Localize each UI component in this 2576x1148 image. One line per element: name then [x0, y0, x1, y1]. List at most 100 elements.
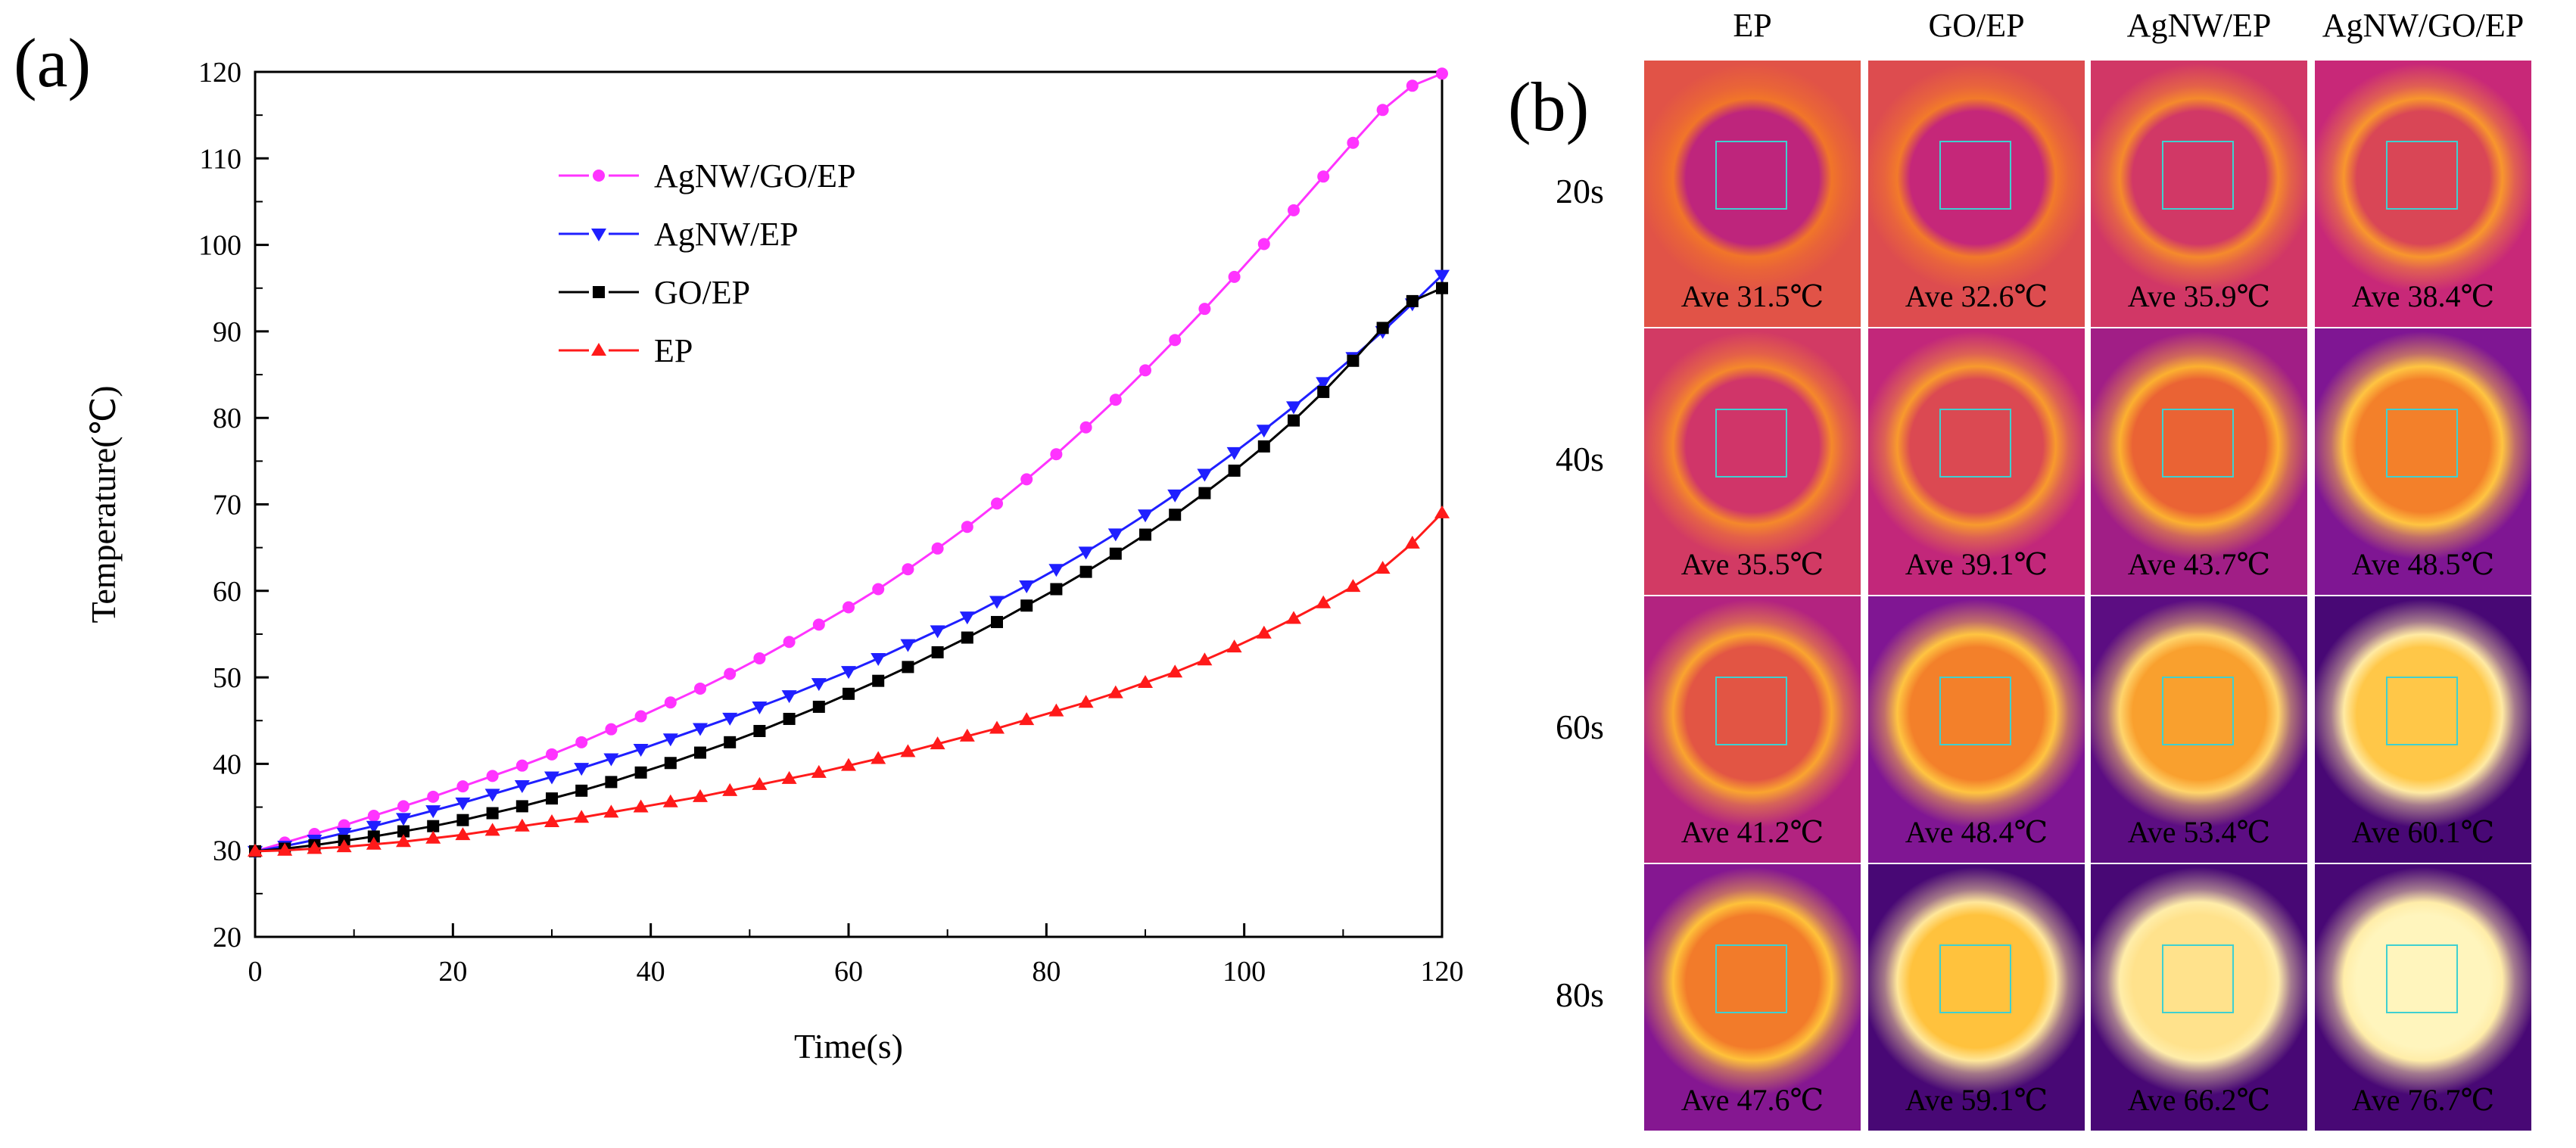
- sample-disc: [2315, 596, 2531, 863]
- data-point-agnw-go-ep: [1347, 136, 1360, 149]
- average-temperature-label: Ave 60.1℃: [2351, 815, 2495, 849]
- data-point-agnw-go-ep: [1257, 238, 1270, 250]
- roi-box: [2386, 944, 2458, 1014]
- data-point-go-ep: [1020, 599, 1033, 612]
- y-tick-label: 20: [213, 922, 241, 954]
- data-point-ep: [248, 843, 263, 857]
- thermal-image: Ave 66.2℃: [2091, 864, 2307, 1131]
- data-point-ep: [1078, 695, 1094, 708]
- x-tick-label: 0: [248, 956, 263, 988]
- data-point-go-ep: [843, 687, 855, 700]
- data-point-agnw-go-ep: [1406, 79, 1419, 92]
- data-point-agnw-ep: [574, 763, 590, 776]
- data-point-ep: [277, 842, 293, 856]
- data-point-go-ep: [1050, 583, 1063, 596]
- roi-box: [2162, 944, 2234, 1014]
- roi-box: [2162, 140, 2234, 210]
- data-point-go-ep: [872, 674, 885, 687]
- data-point-go-ep: [1169, 509, 1182, 521]
- data-point-ep: [307, 841, 322, 854]
- data-point-ep: [1375, 561, 1391, 574]
- data-point-ep: [1404, 535, 1420, 549]
- data-point-agnw-ep: [396, 813, 411, 826]
- data-point-agnw-go-ep: [1109, 394, 1122, 406]
- y-tick-label: 80: [213, 403, 241, 434]
- x-tick-label: 120: [1421, 956, 1464, 988]
- y-tick-label: 60: [213, 576, 241, 608]
- data-point-ep: [544, 814, 559, 827]
- legend-marker-agnw-go-ep: [593, 170, 605, 182]
- thermal-image: Ave 59.1℃: [1868, 864, 2085, 1131]
- data-point-go-ep: [753, 724, 766, 737]
- data-point-agnw-ep: [722, 712, 738, 726]
- roi-box: [1939, 944, 2011, 1014]
- data-point-go-ep: [724, 736, 737, 748]
- sample-disc: [2091, 328, 2307, 595]
- legend-label-agnw-ep: AgNW/EP: [654, 216, 799, 253]
- sample-disc: [2091, 864, 2307, 1131]
- data-point-go-ep: [1228, 464, 1241, 477]
- legend-marker-agnw-ep: [591, 229, 606, 241]
- data-point-ep: [396, 834, 411, 848]
- thermal-image: Ave 32.6℃: [1868, 61, 2085, 327]
- data-point-agnw-ep: [811, 678, 827, 692]
- data-point-agnw-ep: [752, 701, 768, 714]
- data-point-ep: [425, 830, 441, 844]
- data-point-ep: [1316, 595, 1332, 608]
- data-point-agnw-ep: [841, 666, 856, 680]
- data-point-ep: [1256, 625, 1272, 639]
- sample-disc: [2091, 61, 2307, 327]
- data-point-agnw-ep: [930, 625, 945, 639]
- data-point-agnw-ep: [959, 611, 975, 625]
- legend-label-ep: EP: [654, 332, 693, 369]
- thermal-image: Ave 43.7℃: [2091, 328, 2307, 595]
- data-point-go-ep: [516, 800, 528, 813]
- data-point-agnw-ep: [1019, 580, 1035, 593]
- sample-disc: [1644, 61, 1861, 327]
- data-point-ep: [484, 823, 500, 836]
- data-point-agnw-ep: [1167, 489, 1183, 502]
- x-tick-label: 40: [637, 956, 665, 988]
- legend-label-go-ep: GO/EP: [654, 274, 750, 311]
- data-point-agnw-go-ep: [991, 497, 1003, 510]
- data-point-agnw-ep: [662, 733, 678, 747]
- data-point-agnw-go-ep: [367, 809, 380, 822]
- data-point-agnw-go-ep: [1376, 104, 1389, 117]
- roi-box: [1715, 408, 1787, 478]
- column-header: AgNW/GO/EP: [2322, 7, 2525, 44]
- data-point-agnw-ep: [366, 820, 382, 834]
- data-point-agnw-ep: [514, 779, 530, 793]
- data-point-go-ep: [961, 631, 973, 644]
- thermal-image: Ave 60.1℃: [2315, 596, 2531, 863]
- sample-disc: [1868, 864, 2085, 1131]
- legend-label-agnw-go-ep: AgNW/GO/EP: [654, 157, 855, 194]
- data-point-go-ep: [812, 700, 825, 713]
- panel-label-b: (b): [1508, 68, 1590, 145]
- row-header: 80s: [1556, 975, 1604, 1014]
- column-header: AgNW/EP: [2126, 7, 2272, 44]
- column-header: GO/EP: [1928, 7, 2025, 44]
- data-point-agnw-go-ep: [694, 682, 706, 695]
- legend-marker-go-ep: [593, 286, 605, 298]
- roi-box: [1939, 408, 2011, 478]
- data-point-agnw-go-ep: [1050, 448, 1063, 461]
- average-temperature-label: Ave 39.1℃: [1905, 547, 2048, 581]
- data-point-ep: [871, 751, 886, 764]
- data-point-go-ep: [1376, 322, 1389, 334]
- y-tick-label: 30: [213, 835, 241, 867]
- data-point-agnw-go-ep: [456, 780, 469, 793]
- data-point-ep: [1226, 639, 1242, 653]
- data-point-agnw-go-ep: [427, 790, 440, 803]
- data-point-agnw-ep: [484, 789, 500, 802]
- data-point-go-ep: [1109, 547, 1122, 560]
- roi-box: [1939, 140, 2011, 210]
- sample-disc: [1868, 61, 2085, 327]
- data-point-go-ep: [1436, 282, 1448, 294]
- data-point-go-ep: [486, 807, 499, 820]
- average-temperature-label: Ave 38.4℃: [2351, 279, 2495, 313]
- data-point-ep: [1167, 664, 1183, 678]
- data-point-agnw-ep: [455, 797, 471, 810]
- data-point-ep: [1345, 579, 1361, 593]
- average-temperature-label: Ave 35.5℃: [1680, 547, 1824, 581]
- thermal-image: Ave 35.9℃: [2091, 61, 2307, 327]
